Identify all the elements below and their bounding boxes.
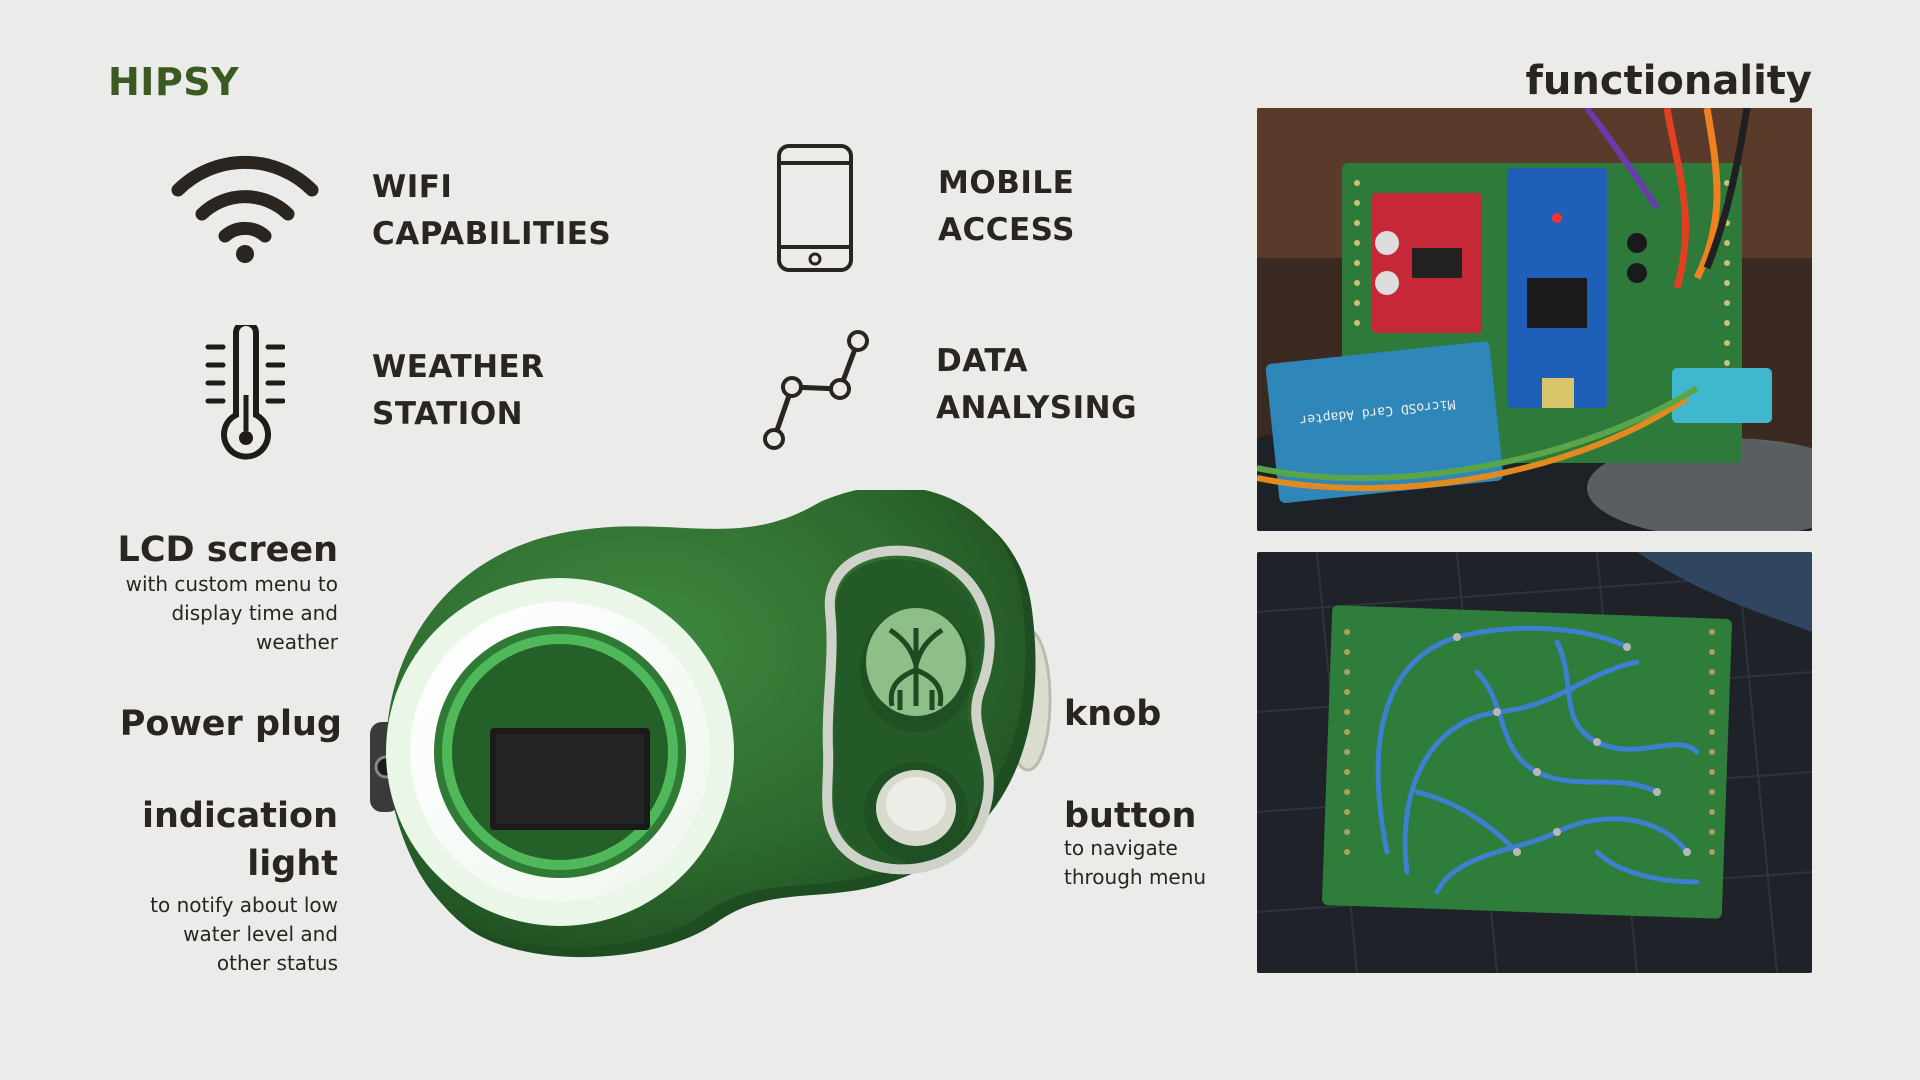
knob-title: knob <box>1064 694 1162 734</box>
feature-weather-line1: WEATHER <box>372 349 545 385</box>
feature-data-line1: DATA <box>936 343 1029 379</box>
section-title: functionality <box>1525 58 1812 104</box>
indication-light-line1: indication <box>141 796 338 836</box>
photo-electronics-top: MicroSD Card Adapter <box>1257 108 1812 531</box>
feature-weather-line2: STATION <box>372 396 524 432</box>
lcd-screen-desc: with custom menu to display time and wea… <box>126 570 338 657</box>
feature-data-label: DATA ANALYSING <box>936 338 1137 432</box>
feature-data-line2: ANALYSING <box>936 390 1138 426</box>
feature-weather-label: WEATHER STATION <box>372 344 545 438</box>
line-graph-icon <box>763 330 869 450</box>
feature-mobile-label: MOBILE ACCESS <box>938 160 1075 254</box>
indication-light-line2: light <box>247 844 338 884</box>
light-desc-line1: to notify about low <box>150 893 338 917</box>
feature-wifi-line2: CAPABILITIES <box>372 216 612 252</box>
thermometer-icon <box>205 325 285 460</box>
lcd-desc-line1: with custom menu to <box>125 572 338 596</box>
light-desc-line2: water level and <box>183 922 338 946</box>
knob-top <box>860 608 972 732</box>
photo-electronics-bottom <box>1257 552 1812 973</box>
button-title: button <box>1064 796 1197 836</box>
menu-button <box>864 762 968 862</box>
indication-light-title: indication light <box>142 792 338 888</box>
power-plug-title: Power plug <box>119 704 342 744</box>
button-desc-line1: to navigate <box>1064 836 1178 860</box>
smartphone-icon <box>777 144 853 272</box>
lcd-desc-line2: display time and <box>171 601 338 625</box>
button-desc-line2: through menu <box>1064 865 1207 889</box>
device-render <box>370 490 1052 958</box>
lcd-desc-line3: weather <box>256 630 338 654</box>
feature-wifi-label: WIFI CAPABILITIES <box>372 164 611 258</box>
indication-light-desc: to notify about low water level and othe… <box>150 891 338 978</box>
light-desc-line3: other status <box>216 951 338 975</box>
feature-mobile-line2: ACCESS <box>938 212 1075 248</box>
wifi-icon <box>171 155 319 263</box>
lcd-screen-title: LCD screen <box>117 530 338 570</box>
brand-title: HIPSY <box>108 60 240 104</box>
button-desc: to navigate through menu <box>1064 834 1206 892</box>
feature-wifi-line1: WIFI <box>372 169 453 205</box>
feature-mobile-line1: MOBILE <box>938 165 1075 201</box>
